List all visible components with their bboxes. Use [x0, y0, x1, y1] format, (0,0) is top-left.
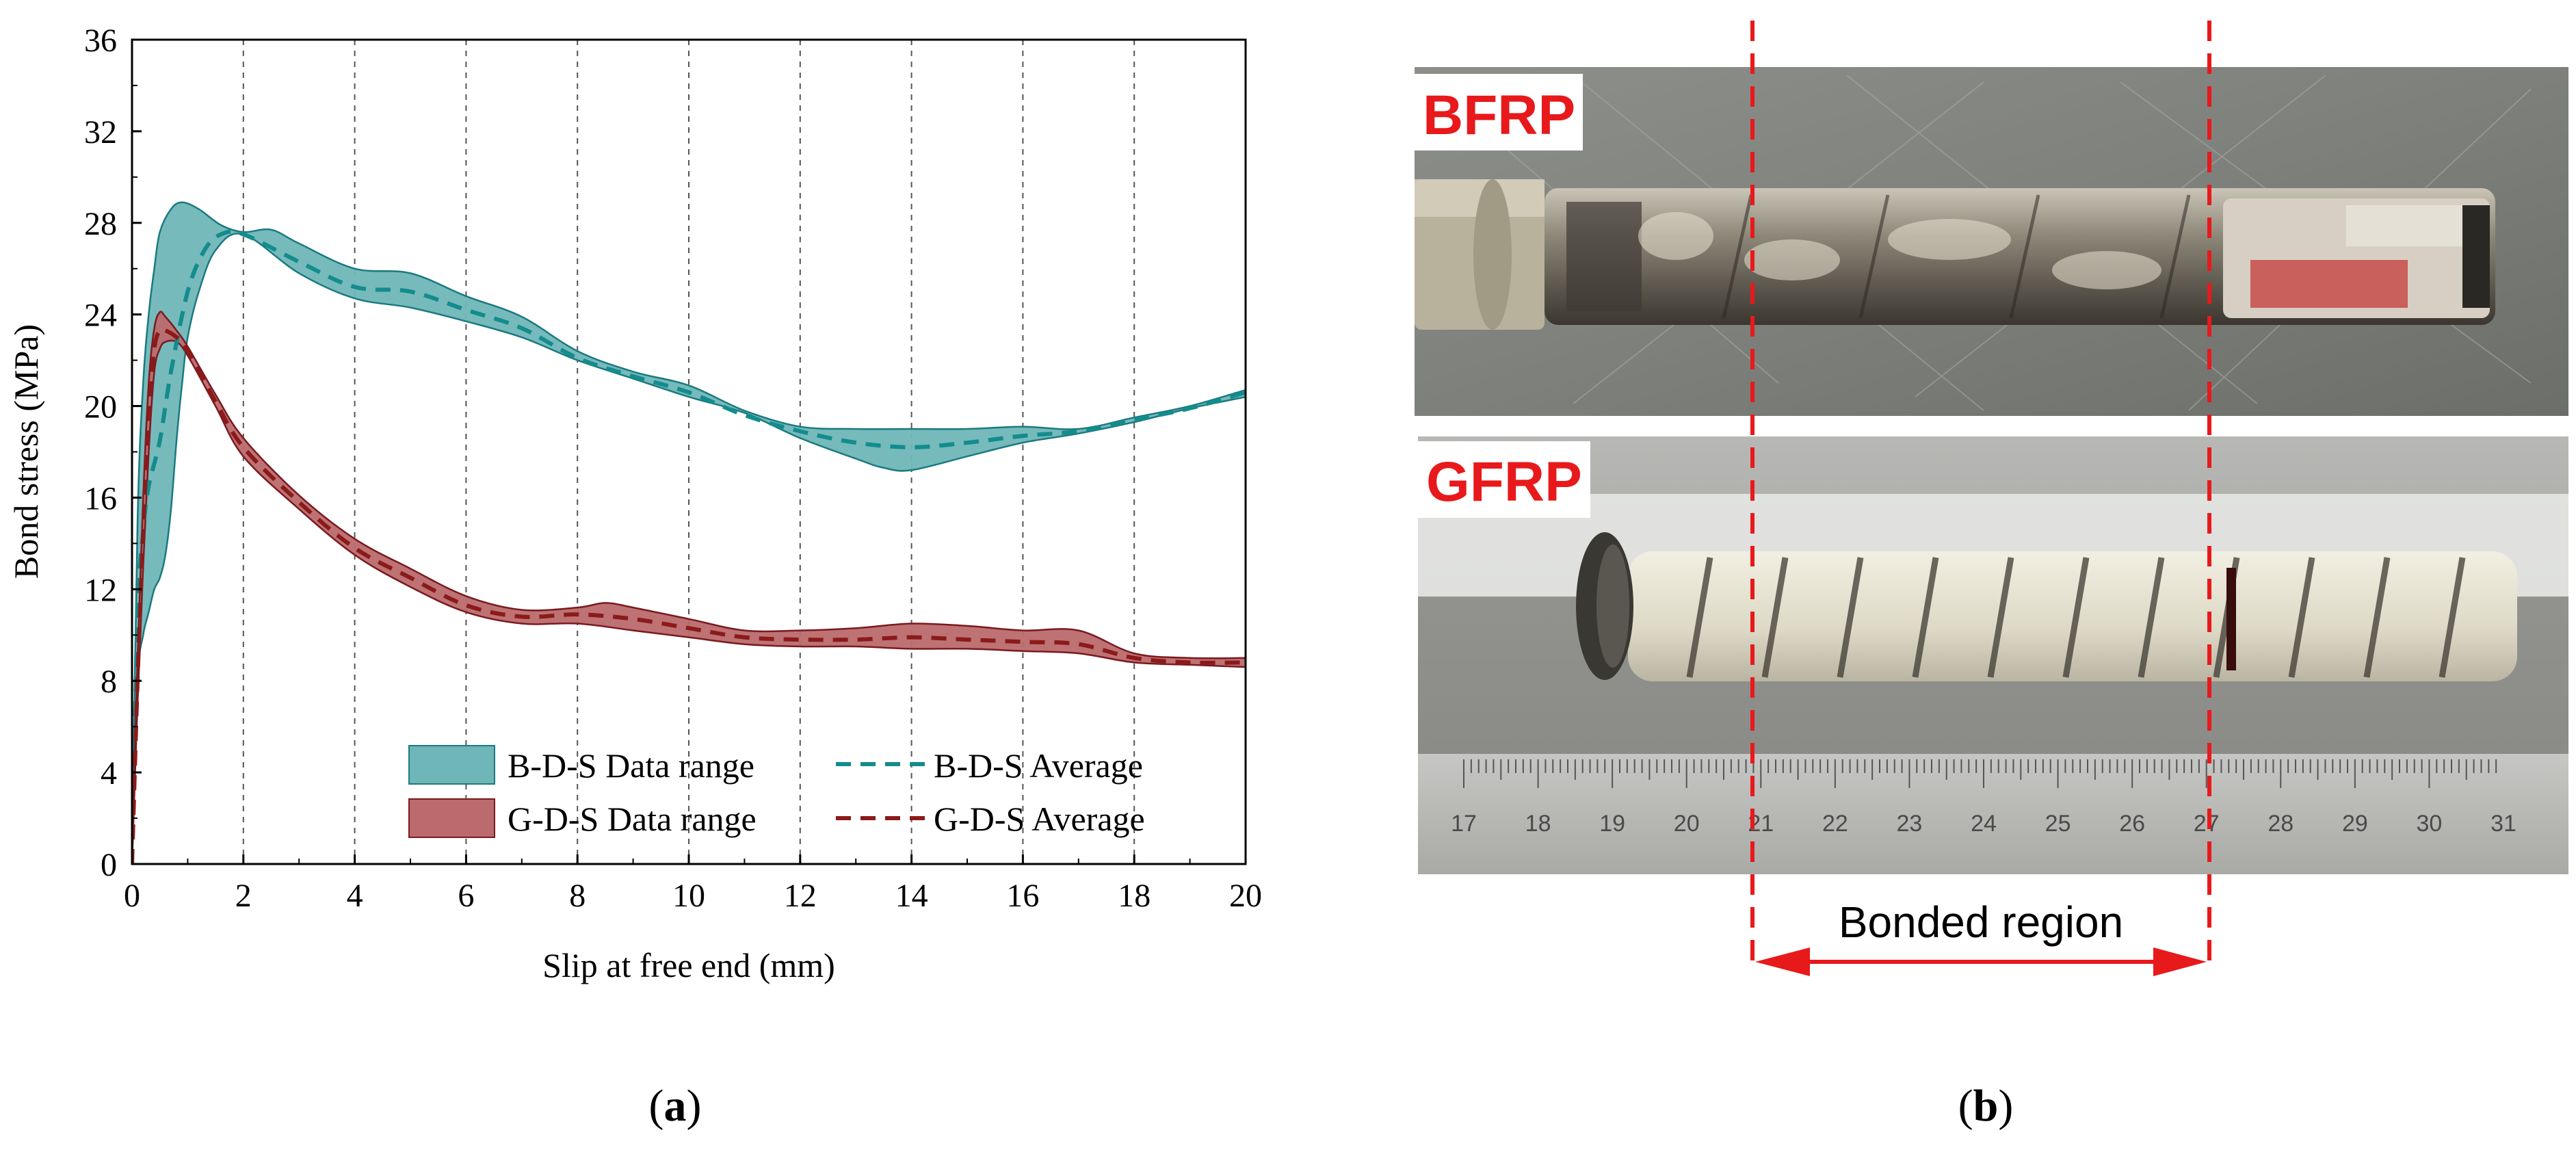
y-tick-label: 28 [84, 206, 117, 242]
ruler-tick-label: 27 [2194, 811, 2220, 837]
bonded-region-label: Bonded region [1839, 898, 2123, 947]
ruler-tick-label: 18 [1525, 811, 1551, 837]
x-tick-label: 4 [347, 878, 363, 914]
x-tick-label: 20 [1229, 878, 1262, 914]
ruler [1418, 754, 2568, 874]
gfrp-photo: 17 18 19 20 21 22 23 24 25 26 27 28 29 30 31 GFRP [1418, 436, 2568, 874]
specimen-photographs: BFRP [1415, 21, 2568, 976]
x-tick-label: 16 [1006, 878, 1039, 914]
legend-label-bds-range: B-D-S Data range [508, 746, 754, 785]
ruler-tick-label: 23 [1897, 811, 1923, 837]
ruler-tick-label: 19 [1599, 811, 1625, 837]
y-tick-label: 16 [84, 480, 117, 516]
x-tick-label: 12 [784, 878, 817, 914]
ruler-tick-label: 25 [2045, 811, 2071, 837]
x-tick-label: 18 [1118, 878, 1151, 914]
ruler-ticks: 17 18 19 20 21 22 23 24 25 26 27 28 29 30 31 [1451, 759, 2516, 837]
bfrp-photo: BFRP [1415, 67, 2568, 416]
y-tick-label: 0 [101, 847, 117, 883]
x-tick-label: 14 [895, 878, 928, 914]
bonded-region-arrow [1755, 947, 2207, 976]
y-tick-label: 8 [101, 664, 117, 700]
legend-swatch-gds-range [408, 798, 495, 838]
y-tick-label: 24 [84, 298, 117, 334]
ruler-tick-label: 30 [2417, 811, 2443, 837]
y-tick-label: 32 [84, 114, 117, 150]
legend-label-gds-range: G-D-S Data range [508, 800, 757, 838]
x-axis-ticks: 0 2 4 6 8 10 12 14 16 18 20 [124, 854, 1262, 914]
ruler-tick-label: 17 [1451, 811, 1477, 837]
ruler-tick-label: 26 [2119, 811, 2145, 837]
y-tick-label: 36 [84, 23, 117, 59]
ruler-tick-label: 20 [1674, 811, 1700, 837]
ruler-tick-label: 31 [2490, 811, 2516, 837]
y-tick-label: 12 [84, 572, 117, 608]
legend: B-D-S Data range B-D-S Average G-D-S Dat… [408, 745, 1145, 838]
y-tick-label: 20 [84, 389, 117, 426]
x-tick-label: 6 [458, 878, 474, 914]
ruler-tick-label: 22 [1822, 811, 1848, 837]
gfrp-label: GFRP [1426, 451, 1582, 513]
x-tick-label: 10 [672, 878, 705, 914]
line-g-d-s-average [132, 326, 1246, 864]
band-g-d-s-data-range [132, 311, 1246, 864]
legend-label-gds-average: G-D-S Average [934, 800, 1145, 838]
legend-swatch-bds-range [408, 745, 495, 785]
line-b-d-s-average [132, 229, 1246, 864]
ruler-tick-label: 24 [1971, 811, 1997, 837]
x-tick-label: 8 [569, 878, 586, 914]
y-axis-ticks: 0 4 8 12 16 20 24 28 32 36 [84, 23, 142, 883]
x-tick-label: 2 [235, 878, 252, 914]
bfrp-label: BFRP [1423, 84, 1575, 146]
legend-label-bds-average: B-D-S Average [934, 746, 1143, 785]
average-lines [132, 229, 1246, 864]
panel-b-label: (b) [1958, 1081, 2014, 1131]
y-axis-label: Bond stress (MPa) [7, 324, 45, 579]
ruler-tick-label: 29 [2342, 811, 2368, 837]
y-tick-label: 4 [101, 755, 117, 791]
vertical-grid-lines [242, 40, 1135, 864]
x-tick-label: 0 [124, 878, 140, 914]
panel-a-label: (a) [649, 1081, 702, 1131]
x-axis-label: Slip at free end (mm) [542, 946, 835, 984]
ruler-tick-label: 28 [2268, 811, 2294, 837]
